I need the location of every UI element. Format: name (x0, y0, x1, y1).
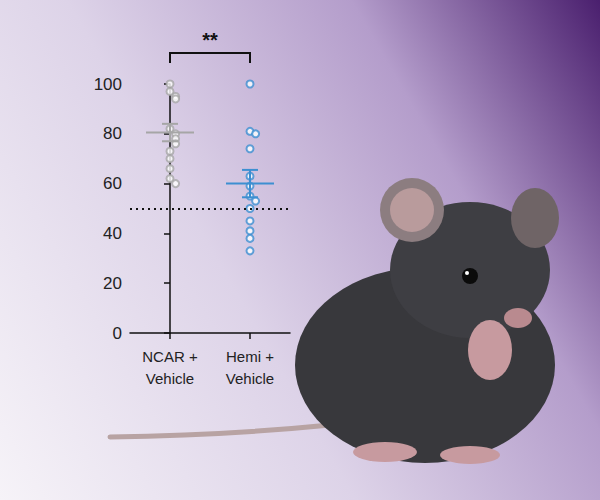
svg-text:0: 0 (113, 324, 122, 343)
svg-text:**: ** (202, 29, 218, 51)
svg-text:Vehicle: Vehicle (146, 370, 194, 387)
svg-text:40: 40 (103, 224, 122, 243)
svg-text:Vehicle: Vehicle (226, 370, 274, 387)
svg-text:100: 100 (94, 75, 122, 94)
svg-text:80: 80 (103, 124, 122, 143)
svg-text:NCAR +: NCAR + (142, 348, 198, 365)
svg-text:20: 20 (103, 274, 122, 293)
svg-text:60: 60 (103, 174, 122, 193)
svg-text:Hemi +: Hemi + (226, 348, 274, 365)
